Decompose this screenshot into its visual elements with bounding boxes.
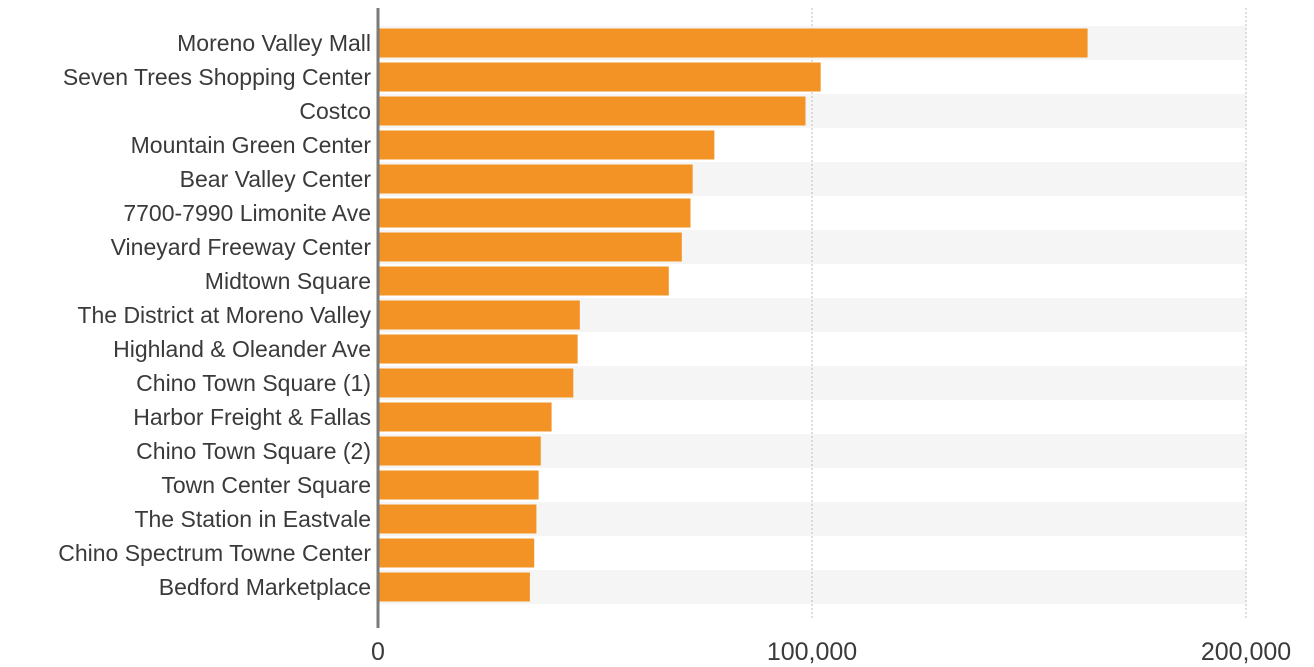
category-label: Seven Trees Shopping Center xyxy=(63,64,371,90)
bar xyxy=(378,436,541,466)
category-label: Midtown Square xyxy=(205,268,371,294)
category-label: The District at Moreno Valley xyxy=(77,302,371,328)
category-label: Town Center Square xyxy=(161,472,371,498)
bar xyxy=(378,470,539,500)
bar xyxy=(378,266,669,296)
bar xyxy=(378,402,552,432)
bar xyxy=(378,96,806,126)
x-tick-label: 0 xyxy=(371,638,385,666)
bar xyxy=(378,164,693,194)
category-label: Bear Valley Center xyxy=(180,166,372,192)
bar xyxy=(378,538,535,568)
category-label: Highland & Oleander Ave xyxy=(113,336,371,362)
bar xyxy=(378,504,537,534)
category-label: Chino Town Square (1) xyxy=(136,370,371,396)
category-label: The Station in Eastvale xyxy=(134,506,371,532)
category-label: Mountain Green Center xyxy=(131,132,372,158)
category-label: Chino Spectrum Towne Center xyxy=(58,540,371,566)
bar xyxy=(378,28,1088,58)
bar xyxy=(378,300,580,330)
category-label: Bedford Marketplace xyxy=(159,574,371,600)
category-label: Moreno Valley Mall xyxy=(177,30,371,56)
category-label: Vineyard Freeway Center xyxy=(111,234,372,260)
x-tick-label: 100,000 xyxy=(767,638,857,666)
category-label: Harbor Freight & Fallas xyxy=(133,404,371,430)
bar xyxy=(378,198,691,228)
bar xyxy=(378,130,715,160)
category-label: Chino Town Square (2) xyxy=(136,438,371,464)
bar xyxy=(378,572,530,602)
bar xyxy=(378,232,682,262)
category-label: Costco xyxy=(299,98,371,124)
bar xyxy=(378,368,574,398)
category-label: 7700-7990 Limonite Ave xyxy=(123,200,371,226)
x-tick-label: 200,000 xyxy=(1201,638,1291,666)
bar xyxy=(378,62,821,92)
bar xyxy=(378,334,578,364)
